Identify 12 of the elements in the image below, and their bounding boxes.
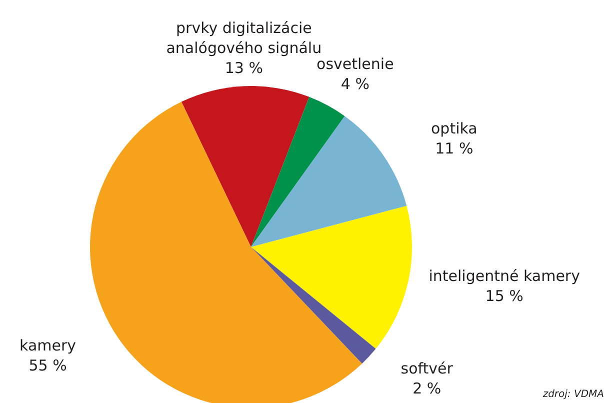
data-label: 15 % [485,287,524,306]
slice-label: osvetlenie [316,54,394,73]
data-label: 4 % [340,74,370,93]
text: zdroj: VDMA [542,389,604,400]
data-label: 13 % [224,59,263,78]
slice-label: kamery [20,336,76,355]
slice-label: inteligentné kamery [428,267,580,286]
data-label: 11 % [435,139,474,158]
data-label: 55 % [28,356,67,375]
slice-label: optika [431,119,478,138]
slice-label: softvér [400,359,454,378]
data-label: 2 % [412,379,442,398]
